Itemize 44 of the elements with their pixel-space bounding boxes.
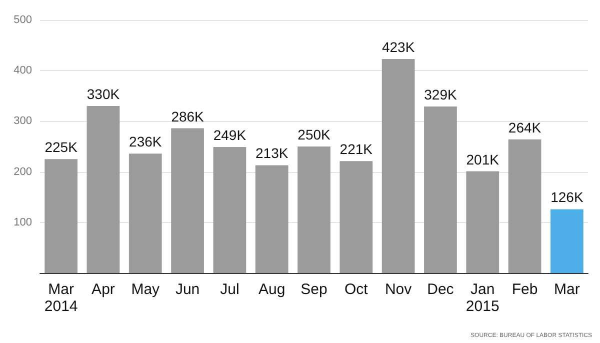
y-tick-label: 100: [14, 216, 32, 228]
x-tick-label: Nov: [384, 281, 412, 298]
data-label: 236K: [129, 134, 162, 150]
x-tick-label: Jun: [175, 281, 200, 298]
data-label: 213K: [255, 145, 289, 162]
data-label: 225K: [44, 139, 78, 156]
data-label: 264K: [508, 119, 542, 136]
x-tick-label: Dec: [427, 281, 454, 298]
x-tick-label: May: [131, 281, 160, 298]
bar: [550, 209, 584, 273]
bar: [86, 106, 120, 273]
data-label: 126K: [550, 189, 584, 206]
bar: [128, 154, 162, 273]
bar: [255, 165, 288, 273]
data-label: 330K: [86, 86, 120, 102]
data-label: 329K: [424, 86, 458, 103]
data-label: 286K: [171, 108, 205, 124]
data-label: 221K: [340, 141, 374, 158]
bar: [340, 161, 373, 273]
x-tick-label: Mar: [554, 281, 580, 298]
data-label: 249K: [213, 127, 247, 144]
data-label: 201K: [466, 151, 500, 168]
data-label: 250K: [298, 126, 332, 142]
x-tick-label: Sep: [300, 281, 328, 298]
x-tick-label: Feb: [512, 281, 538, 298]
x-tick-label: Jul: [220, 281, 240, 298]
y-tick-label: 400: [14, 64, 32, 77]
x-tick-label: Oct: [344, 281, 369, 298]
x-tick-label: Jan 2015: [466, 281, 500, 315]
x-tick-label: Mar 2014: [44, 281, 78, 315]
bar: [508, 139, 542, 273]
y-tick-label: 500: [14, 14, 32, 26]
x-tick-label: Aug: [258, 281, 286, 298]
y-tick-label: 200: [14, 166, 32, 178]
bar: [171, 128, 204, 273]
bar: [298, 146, 330, 273]
bar: [424, 106, 457, 273]
bar: [382, 58, 415, 273]
bar: [213, 147, 246, 273]
data-label: 423K: [382, 38, 416, 55]
x-tick-label: Apr: [92, 281, 115, 298]
bar: [466, 171, 500, 273]
bar: [44, 159, 78, 273]
y-tick-label: 300: [14, 115, 32, 128]
